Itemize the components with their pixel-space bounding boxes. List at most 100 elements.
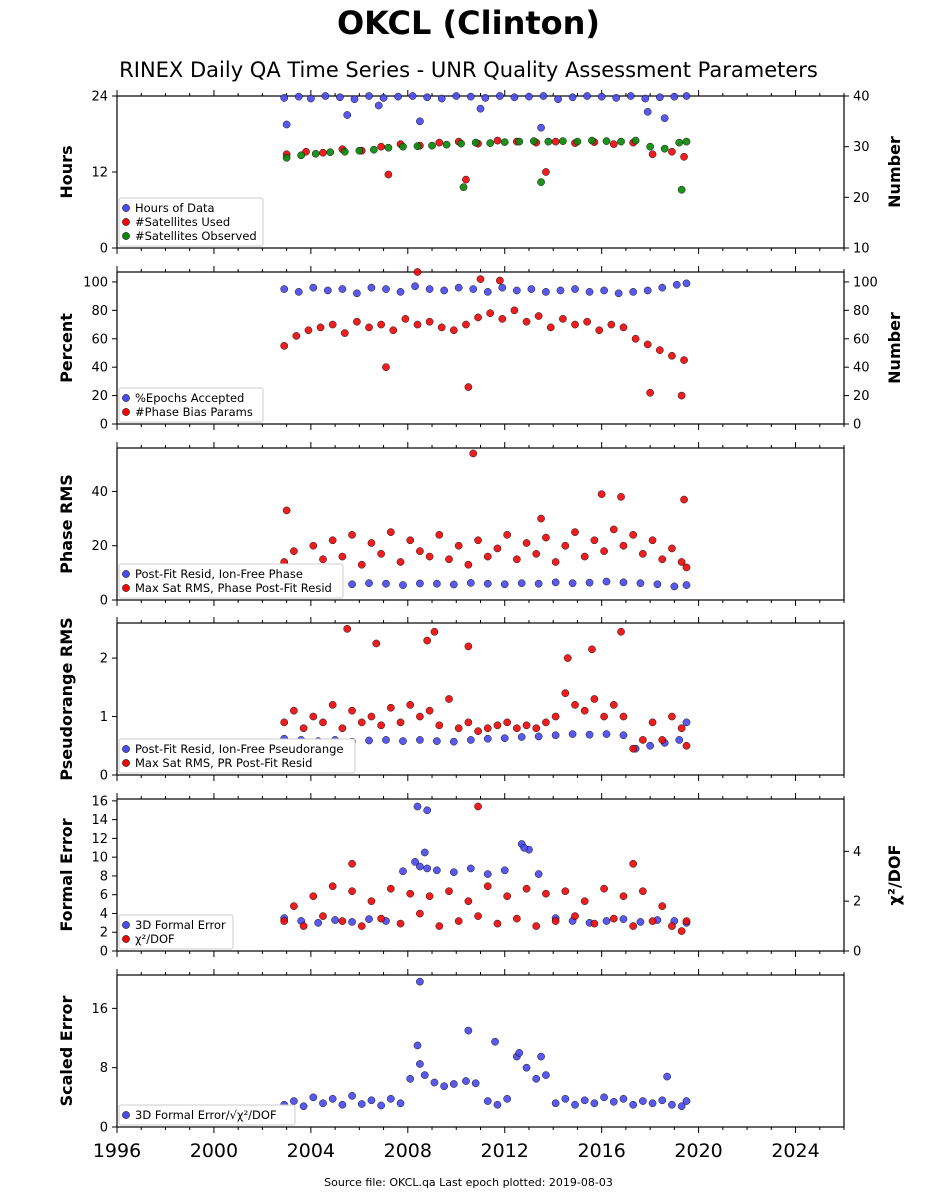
- data-point-red: [425, 317, 434, 326]
- data-point-blue: [454, 283, 463, 292]
- data-point-blue: [437, 94, 446, 103]
- y-tick-label: 0: [100, 418, 108, 433]
- data-point-red: [290, 547, 298, 555]
- legend-marker-blue: [122, 745, 130, 753]
- data-point-blue: [282, 120, 291, 129]
- data-point-blue: [602, 730, 611, 738]
- data-point-red: [377, 550, 385, 558]
- y2-tick-label: 30: [853, 140, 870, 155]
- data-point-green: [282, 153, 291, 162]
- data-point-red: [583, 317, 591, 326]
- data-point-blue: [520, 843, 528, 852]
- x-tick-label: 2008: [384, 1140, 432, 1162]
- data-point-red: [474, 802, 482, 811]
- data-point-red: [348, 859, 356, 868]
- y2-tick-label: 10: [853, 242, 870, 257]
- data-point-blue: [619, 731, 628, 740]
- chart-title: OKCL (Clinton): [336, 4, 601, 42]
- data-point-blue: [655, 93, 664, 102]
- data-point-red: [617, 627, 625, 636]
- data-point-blue: [396, 288, 405, 296]
- data-point-red: [571, 528, 579, 536]
- data-point-blue: [343, 111, 352, 119]
- data-point-red: [435, 922, 444, 930]
- y-tick-label: 0: [100, 945, 108, 960]
- data-point-red: [677, 724, 686, 733]
- data-point-red: [522, 721, 531, 730]
- data-point-blue: [641, 94, 650, 103]
- data-point-red: [338, 917, 347, 925]
- data-point-blue: [433, 579, 441, 588]
- data-point-blue: [522, 1063, 531, 1072]
- data-point-blue: [602, 917, 611, 925]
- data-point-red: [648, 718, 657, 727]
- data-point-blue: [583, 92, 591, 100]
- data-point-blue: [527, 285, 536, 293]
- data-point-red: [496, 276, 504, 285]
- y2-tick-label: 0: [853, 945, 861, 960]
- data-point-red: [357, 718, 366, 727]
- source-footer: Source file: OKCL.qa Last epoch plotted:…: [324, 1176, 613, 1189]
- data-point-red: [631, 334, 640, 343]
- data-point-red: [600, 884, 608, 893]
- data-point-red: [382, 363, 390, 372]
- data-point-red: [510, 306, 519, 315]
- data-point-red: [280, 718, 289, 727]
- x-tick-label: 2020: [674, 1140, 722, 1162]
- data-point-blue: [338, 285, 347, 293]
- data-point-green: [340, 147, 349, 156]
- data-point-red: [677, 927, 686, 935]
- data-point-red: [597, 490, 606, 498]
- data-point-blue: [672, 280, 681, 289]
- data-point-blue: [348, 918, 356, 926]
- data-point-blue: [626, 92, 635, 100]
- data-point-blue: [406, 1074, 415, 1083]
- data-point-red: [445, 695, 453, 703]
- legend-marker-blue: [122, 1111, 130, 1119]
- data-point-blue: [413, 802, 422, 811]
- data-point-red: [348, 706, 356, 715]
- data-point-blue: [433, 737, 441, 745]
- y-tick-label: 80: [91, 304, 108, 319]
- data-point-red: [386, 703, 395, 712]
- data-point-red: [384, 170, 393, 179]
- data-point-blue: [483, 734, 492, 743]
- y-tick-label: 40: [91, 485, 108, 500]
- y2-tick-label: 4: [853, 845, 861, 860]
- legend-label: %Epochs Accepted: [135, 391, 244, 405]
- data-point-red: [680, 495, 688, 504]
- y-tick-label: 0: [100, 1121, 108, 1136]
- data-point-blue: [466, 864, 475, 873]
- data-point-red: [377, 914, 385, 923]
- data-point-red: [551, 558, 560, 566]
- data-point-green: [399, 142, 407, 151]
- data-point-blue: [619, 915, 628, 923]
- data-point-red: [588, 645, 596, 654]
- data-point-red: [319, 148, 327, 157]
- data-point-blue: [483, 288, 492, 296]
- data-point-blue: [597, 92, 606, 101]
- legend-label: #Satellites Observed: [135, 229, 257, 243]
- legend-label: Post-Fit Resid, Ion-Free Pseudorange: [135, 742, 343, 756]
- legend-marker-blue: [122, 204, 130, 212]
- data-point-red: [469, 449, 478, 458]
- data-point-blue: [299, 1102, 308, 1111]
- data-point-blue: [462, 1077, 470, 1085]
- data-point-blue: [399, 581, 407, 589]
- data-point-red: [629, 531, 638, 539]
- data-point-red: [328, 700, 337, 709]
- data-point-blue: [554, 95, 562, 104]
- data-point-blue: [539, 92, 548, 100]
- data-point-blue: [619, 1094, 628, 1103]
- data-point-blue: [309, 1093, 318, 1102]
- data-point-red: [571, 320, 579, 329]
- data-point-blue: [440, 286, 448, 295]
- y-tick-label: 12: [91, 832, 108, 847]
- data-point-blue: [585, 578, 594, 587]
- data-point-blue: [367, 283, 376, 292]
- data-point-blue: [440, 1082, 448, 1091]
- data-point-blue: [670, 92, 679, 101]
- data-point-blue: [500, 580, 509, 589]
- data-point-blue: [399, 737, 407, 745]
- data-point-blue: [609, 1097, 618, 1106]
